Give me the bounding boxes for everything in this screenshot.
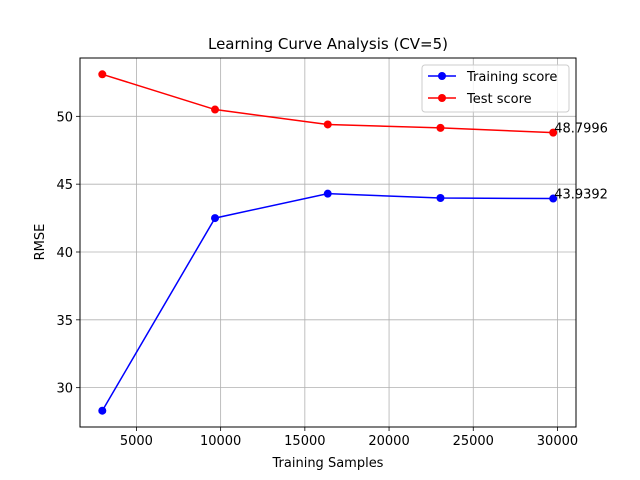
axis-ticks: 5000 10000 15000 20000 25000 30000 30 35 40 45 50 [56,110,578,449]
data-point [98,70,107,79]
x-tick-label: 20000 [368,434,409,449]
legend-box [421,64,570,113]
legend-label: Test score [466,92,532,107]
x-tick-label: 30000 [537,434,578,449]
end-value-label: 43.9392 [554,188,608,203]
legend-swatch-marker [438,72,446,80]
y-axis-label: RMSE [33,224,48,261]
data-point [98,406,107,415]
data-point [211,105,220,114]
x-axis-label: Training Samples [272,456,384,471]
data-point [436,123,445,132]
data-point [323,120,332,129]
grid [80,58,576,427]
y-tick-label: 40 [56,246,73,261]
data-point [436,194,445,203]
y-tick-label: 50 [56,110,73,125]
data-point [211,214,220,223]
data-point [549,128,558,137]
x-tick-label: 25000 [453,434,494,449]
x-tick-label: 5000 [120,434,153,449]
y-tick-label: 45 [56,178,73,193]
data-point [549,194,558,203]
chart-title: Learning Curve Analysis (CV=5) [208,35,448,53]
y-tick-label: 35 [56,314,73,329]
legend-swatch-marker [438,94,446,102]
data-point [323,189,332,198]
y-tick-label: 30 [56,382,73,397]
x-tick-label: 10000 [200,434,241,449]
legend-label: Training score [466,70,557,85]
x-tick-label: 15000 [284,434,325,449]
legend: Training score Test score [421,64,570,113]
end-value-label: 48.7996 [554,122,608,137]
series-group: 43.9392 48.7996 [98,70,608,415]
plot-frame [79,57,577,428]
